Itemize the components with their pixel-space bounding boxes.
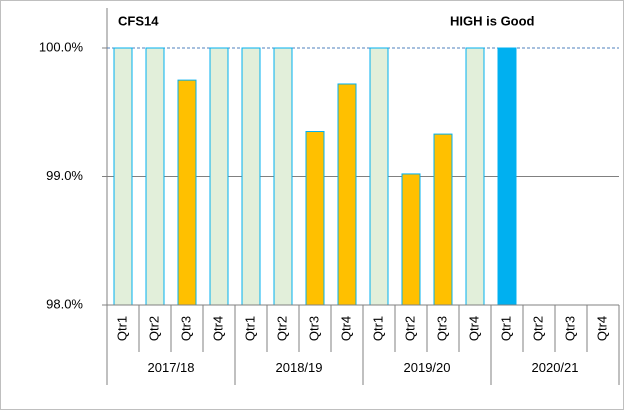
x-tick-label: Qtr4	[594, 316, 609, 341]
x-tick-label: Qtr3	[562, 316, 577, 341]
chart-title: CFS14	[118, 13, 159, 28]
bar	[465, 47, 485, 306]
bar	[401, 173, 421, 306]
x-tick-label: Qtr4	[210, 316, 225, 341]
x-tick-label: Qtr1	[370, 316, 385, 341]
group-label: 2020/21	[532, 360, 579, 375]
bar	[209, 47, 229, 306]
y-tick-label: 100.0%	[39, 39, 84, 54]
bar	[497, 47, 517, 306]
x-tick-label: Qtr2	[274, 316, 289, 341]
bar	[273, 47, 293, 306]
annotation: HIGH is Good	[450, 13, 535, 28]
bar	[369, 47, 389, 306]
x-tick-label: Qtr3	[434, 316, 449, 341]
bar	[145, 47, 165, 306]
bar	[113, 47, 133, 306]
group-label: 2018/19	[276, 360, 323, 375]
x-tick-label: Qtr1	[114, 316, 129, 341]
group-label: 2017/18	[148, 360, 195, 375]
x-tick-label: Qtr1	[498, 316, 513, 341]
x-tick-label: Qtr4	[338, 316, 353, 341]
x-tick-label: Qtr1	[242, 316, 257, 341]
x-tick-label: Qtr3	[178, 316, 193, 341]
x-tick-label: Qtr2	[146, 316, 161, 341]
x-tick-label: Qtr2	[530, 316, 545, 341]
bar	[433, 133, 453, 306]
bar	[305, 131, 325, 306]
bar	[337, 83, 357, 306]
bar	[241, 47, 261, 306]
x-tick-label: Qtr2	[402, 316, 417, 341]
bar	[177, 79, 197, 306]
x-tick-label: Qtr4	[466, 316, 481, 341]
y-tick-label: 98.0%	[46, 296, 83, 311]
x-tick-label: Qtr3	[306, 316, 321, 341]
group-label: 2019/20	[404, 360, 451, 375]
y-tick-label: 99.0%	[46, 168, 83, 183]
